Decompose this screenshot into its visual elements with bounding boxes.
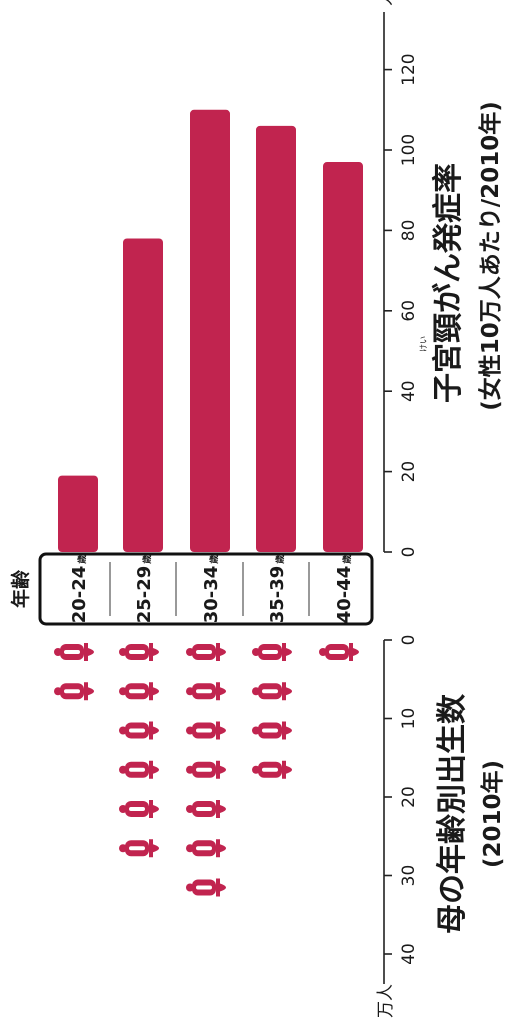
- births-axis-unit: 万人: [376, 984, 396, 1018]
- births-chart-subtitle: (2010年): [479, 760, 506, 868]
- baby-bottle-icon: [186, 839, 226, 858]
- baby-bottle-icon: [119, 760, 159, 779]
- baby-bottle-icon: [119, 643, 159, 661]
- age-label: 20-24歳: [69, 555, 90, 624]
- incidence-tick-label: 0: [399, 547, 419, 558]
- incidence-axis-unit: 人: [376, 0, 396, 6]
- baby-bottle-icon: [54, 682, 94, 701]
- incidence-chart-title: 子宮頸がん発症率: [431, 163, 466, 403]
- baby-bottle-icon: [186, 682, 226, 701]
- births-tick-label: 40: [399, 943, 419, 965]
- births-chart-title: 母の年齢別出生数: [435, 693, 470, 934]
- incidence-chart-title-ruby: けい: [419, 336, 428, 352]
- baby-bottle-icon: [119, 682, 159, 701]
- baby-bottle-icon: [186, 643, 226, 661]
- age-label: 35-39歳: [267, 555, 288, 624]
- age-label-box: [38, 552, 374, 626]
- age-axis-title: 年齢: [9, 569, 32, 608]
- incidence-bar-40-44歳: [323, 162, 363, 552]
- incidence-tick-label: 60: [399, 300, 419, 322]
- age-label: 25-29歳: [134, 555, 155, 624]
- incidence-bar-35-39歳: [256, 125, 296, 552]
- baby-bottle-icon: [119, 721, 159, 740]
- baby-bottle-icon: [252, 721, 292, 740]
- baby-bottle-icon: [54, 643, 94, 661]
- incidence-tick-label: 120: [399, 53, 419, 85]
- baby-bottle-icon: [186, 878, 226, 897]
- incidence-chart-subtitle: (女性10万人あたり/2010年): [477, 101, 504, 410]
- incidence-bar-20-24歳: [58, 475, 98, 552]
- births-tick-label: 30: [399, 865, 419, 887]
- baby-bottle-icon: [252, 760, 292, 779]
- births-tick-label: 20: [399, 786, 419, 808]
- incidence-tick-label: 100: [399, 134, 419, 166]
- births-tick-label: 10: [399, 708, 419, 730]
- baby-bottle-icon: [186, 800, 226, 818]
- baby-bottle-icon: [119, 800, 159, 818]
- incidence-tick-label: 20: [399, 461, 419, 483]
- incidence-tick-label: 80: [399, 220, 419, 242]
- incidence-bar-25-29歳: [123, 238, 163, 552]
- births-tick-label: 0: [399, 635, 419, 646]
- age-label: 40-44歳: [334, 555, 355, 624]
- baby-bottle-icon: [319, 643, 359, 661]
- baby-bottle-icon: [252, 682, 292, 701]
- incidence-tick-label: 40: [399, 380, 419, 402]
- age-label: 30-34歳: [201, 555, 222, 624]
- baby-bottle-icon: [186, 721, 226, 740]
- baby-bottle-icon: [252, 643, 292, 661]
- incidence-bar-30-34歳: [190, 109, 230, 552]
- baby-bottle-icon: [119, 839, 159, 858]
- baby-bottle-icon: [186, 760, 226, 779]
